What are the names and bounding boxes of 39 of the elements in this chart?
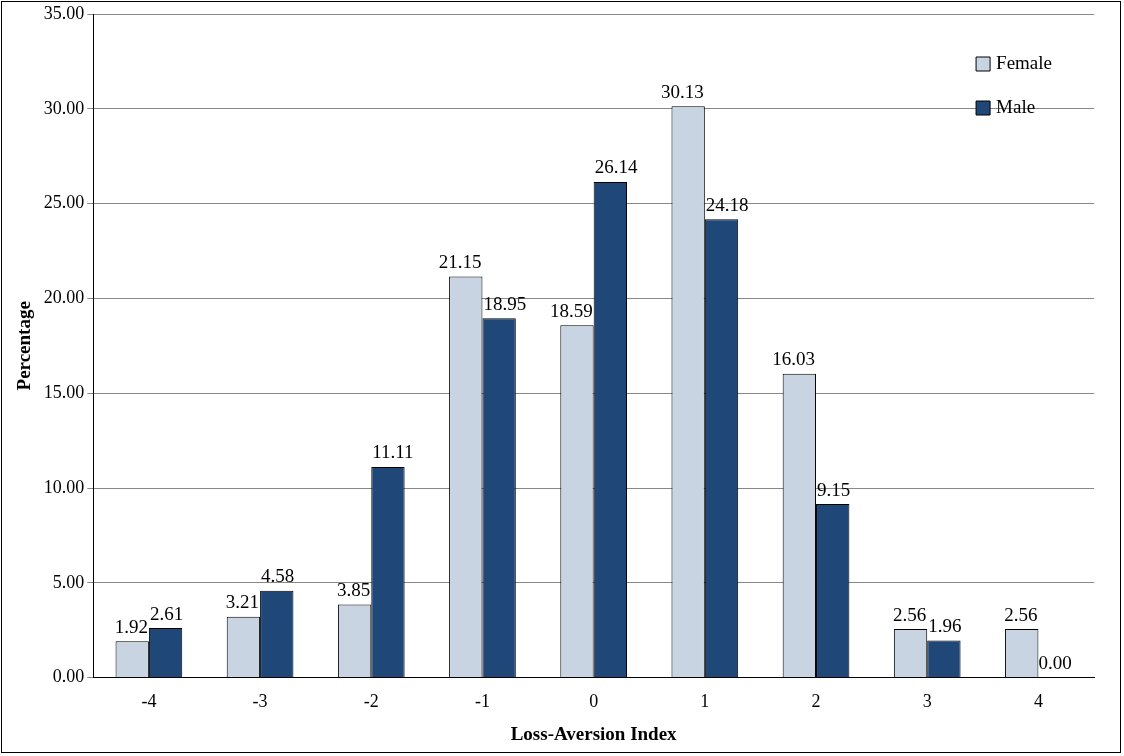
data-label: 2.56 — [892, 603, 927, 625]
data-label: 1.92 — [114, 615, 148, 637]
y-tick-label: 25.00 — [43, 192, 85, 213]
data-label: 2.61 — [149, 602, 184, 624]
legend-label: Male — [996, 95, 1036, 117]
data-label: 24.18 — [705, 193, 749, 215]
x-tick-label: 2 — [811, 691, 821, 712]
x-tick-label: -2 — [363, 691, 379, 712]
y-tick-label: 0.00 — [52, 666, 85, 687]
data-label: 18.95 — [483, 292, 527, 314]
x-tick-label: 1 — [700, 691, 710, 712]
legend-label: Female — [996, 51, 1053, 73]
data-label: 3.85 — [337, 579, 371, 601]
data-label: 16.03 — [772, 348, 816, 370]
data-label: 18.59 — [549, 299, 593, 321]
y-tick-label: 15.00 — [43, 381, 85, 402]
data-label: 30.13 — [661, 80, 704, 102]
data-label: 4.58 — [261, 565, 295, 587]
y-tick-label: 35.00 — [43, 2, 85, 23]
x-tick-label: 0 — [589, 691, 599, 712]
data-label: 9.15 — [817, 478, 851, 500]
data-label: 21.15 — [438, 251, 482, 273]
x-tick-label: -3 — [252, 691, 268, 712]
data-label: 0.00 — [1038, 652, 1072, 674]
data-label: 2.56 — [1004, 603, 1038, 625]
y-tick-label: 5.00 — [52, 571, 85, 592]
y-tick-label: 30.00 — [43, 97, 85, 118]
y-tick-label: 20.00 — [43, 287, 85, 308]
data-label: 11.11 — [372, 441, 414, 463]
x-tick-label: -1 — [474, 691, 490, 712]
y-tick-label: 10.00 — [43, 476, 85, 497]
data-label: 1.96 — [928, 614, 962, 636]
x-tick-label: 3 — [922, 691, 932, 712]
x-tick-label: 4 — [1033, 691, 1043, 712]
y-axis-title: Percentage — [13, 301, 35, 391]
x-tick-label: -4 — [141, 691, 157, 712]
data-label: 26.14 — [594, 156, 638, 178]
x-axis-title: Loss-Aversion Index — [510, 722, 678, 744]
data-label: 3.21 — [225, 591, 260, 613]
